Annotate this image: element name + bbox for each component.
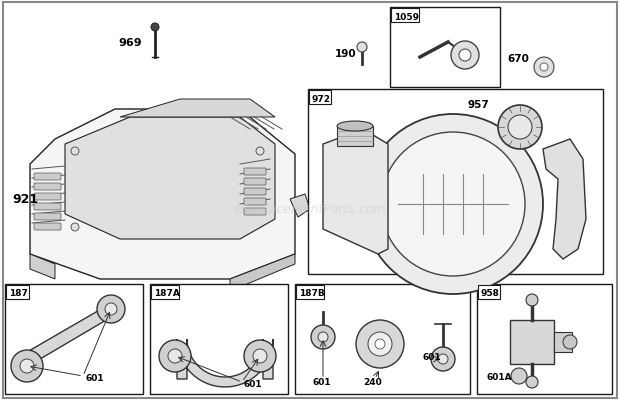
Bar — [391, 9, 419, 23]
Circle shape — [431, 347, 455, 371]
FancyBboxPatch shape — [34, 174, 61, 180]
Polygon shape — [30, 110, 295, 279]
Text: 958: 958 — [481, 289, 500, 298]
FancyBboxPatch shape — [34, 194, 61, 200]
FancyBboxPatch shape — [34, 203, 61, 211]
Text: 187A: 187A — [154, 289, 180, 298]
Ellipse shape — [337, 122, 373, 132]
Bar — [477, 284, 612, 394]
Bar — [390, 8, 500, 88]
Circle shape — [438, 354, 448, 364]
Polygon shape — [20, 300, 120, 374]
Text: 601: 601 — [423, 352, 441, 361]
Circle shape — [318, 332, 328, 342]
Bar — [295, 284, 470, 394]
Text: 601: 601 — [313, 377, 332, 386]
Text: 972: 972 — [312, 94, 331, 103]
FancyBboxPatch shape — [34, 184, 61, 190]
Bar — [308, 90, 603, 274]
Circle shape — [363, 115, 543, 294]
Circle shape — [256, 148, 264, 156]
Circle shape — [534, 58, 554, 78]
Polygon shape — [177, 339, 273, 387]
Text: 190: 190 — [335, 49, 356, 59]
Bar — [510, 320, 554, 364]
Circle shape — [159, 340, 191, 372]
Circle shape — [368, 332, 392, 356]
Text: 921: 921 — [12, 193, 38, 206]
Circle shape — [511, 368, 527, 384]
Circle shape — [20, 359, 34, 373]
Circle shape — [540, 64, 548, 72]
Bar — [151, 285, 179, 299]
Text: 187: 187 — [9, 289, 28, 298]
Circle shape — [357, 43, 367, 53]
Text: 670: 670 — [507, 54, 529, 64]
Text: 1059: 1059 — [394, 12, 419, 21]
Circle shape — [526, 376, 538, 388]
Circle shape — [498, 106, 542, 150]
Text: 969: 969 — [118, 38, 141, 48]
Polygon shape — [323, 130, 388, 254]
Circle shape — [11, 350, 43, 382]
Circle shape — [97, 295, 125, 323]
Polygon shape — [120, 100, 275, 118]
Bar — [337, 127, 373, 147]
Circle shape — [253, 349, 267, 363]
FancyBboxPatch shape — [244, 168, 266, 176]
Text: 240: 240 — [363, 377, 382, 386]
Text: 601: 601 — [85, 373, 104, 382]
Circle shape — [105, 303, 117, 315]
FancyBboxPatch shape — [244, 198, 266, 205]
Circle shape — [451, 42, 479, 70]
Circle shape — [168, 349, 182, 363]
Text: 601A: 601A — [487, 372, 513, 381]
FancyBboxPatch shape — [244, 188, 266, 196]
Circle shape — [526, 294, 538, 306]
Bar — [5, 284, 143, 394]
Bar — [296, 285, 324, 299]
Bar — [6, 285, 29, 299]
Circle shape — [375, 339, 385, 349]
Polygon shape — [290, 194, 310, 217]
Circle shape — [311, 325, 335, 349]
Circle shape — [381, 133, 525, 276]
Bar — [554, 332, 572, 352]
Circle shape — [508, 116, 532, 140]
FancyBboxPatch shape — [34, 223, 61, 231]
Bar — [150, 284, 288, 394]
Polygon shape — [543, 140, 586, 259]
FancyBboxPatch shape — [244, 209, 266, 215]
Circle shape — [71, 223, 79, 231]
FancyBboxPatch shape — [34, 213, 61, 221]
Circle shape — [151, 24, 159, 32]
Polygon shape — [65, 118, 275, 239]
FancyBboxPatch shape — [244, 178, 266, 186]
Polygon shape — [230, 254, 295, 289]
Circle shape — [244, 340, 276, 372]
Circle shape — [459, 50, 471, 62]
Circle shape — [563, 335, 577, 349]
Text: eReplacementParts.com: eReplacementParts.com — [234, 203, 386, 216]
Text: 957: 957 — [468, 100, 490, 110]
Bar — [478, 285, 500, 299]
Circle shape — [356, 320, 404, 368]
Text: 187B: 187B — [299, 289, 325, 298]
Polygon shape — [30, 254, 55, 279]
Bar — [309, 91, 332, 105]
Text: 601: 601 — [244, 379, 263, 388]
Circle shape — [71, 148, 79, 156]
